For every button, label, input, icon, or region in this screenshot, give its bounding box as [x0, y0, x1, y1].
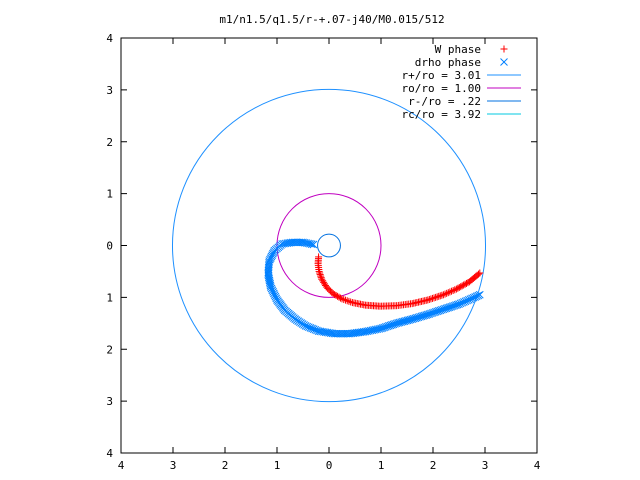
point-0-97: [449, 287, 457, 295]
x-tick-label-3: 1: [274, 459, 281, 472]
point-1-185: [475, 290, 484, 299]
point-0-106: [463, 279, 471, 287]
point-1-42: [265, 275, 273, 283]
x-tick-label-4: 0: [326, 459, 333, 472]
point-0-94: [444, 289, 452, 297]
point-0-81: [424, 296, 432, 304]
legend-label-0: W phase: [435, 43, 481, 56]
point-0-116: [476, 269, 484, 277]
point-1-134: [395, 318, 404, 327]
legend-swatch-0: [500, 45, 508, 53]
point-0-89: [436, 292, 444, 300]
point-1-135: [397, 318, 406, 326]
point-0-105: [461, 280, 469, 288]
point-0-28: [337, 294, 345, 302]
point-1-45: [266, 279, 274, 288]
chart-title: m1/n1.5/q1.5/r-+.07-j40/M0.015/512: [219, 13, 444, 26]
point-0-12: [317, 274, 325, 282]
point-0-102: [457, 283, 465, 291]
y-tick-label-3: 1: [106, 188, 113, 201]
y-tick-label-1: 3: [106, 84, 113, 97]
legend-label-2: r+/ro = 3.01: [402, 69, 481, 82]
point-0-87: [433, 293, 441, 301]
x-tick-label-6: 2: [430, 459, 437, 472]
point-0-99: [452, 285, 460, 293]
point-0-26: [334, 292, 342, 300]
data-series: [264, 238, 484, 338]
legend-label-5: rc/ro = 3.92: [402, 108, 481, 121]
point-0-23: [329, 290, 337, 298]
point-0-100: [454, 284, 462, 292]
y-tick-label-6: 2: [106, 343, 113, 356]
point-1-139: [403, 316, 412, 325]
point-0-84: [428, 294, 436, 302]
circle-2: [317, 233, 341, 258]
point-0-83: [427, 295, 435, 303]
legend-swatch-1: [500, 58, 508, 66]
point-0-90: [438, 291, 446, 299]
point-0-27: [335, 293, 343, 301]
point-0-101: [455, 283, 463, 291]
y-tick-label-5: 1: [106, 291, 113, 304]
point-1-184: [474, 291, 483, 300]
legend-label-3: ro/ro = 1.00: [402, 82, 481, 95]
y-tick-label-4: 0: [106, 240, 113, 253]
point-1-44: [265, 278, 274, 286]
point-1-41: [264, 273, 273, 282]
point-0-96: [448, 287, 456, 295]
point-0-32: [343, 297, 351, 305]
point-1-132: [392, 319, 401, 328]
y-tick-label-0: 4: [106, 32, 113, 45]
point-0-31: [341, 296, 349, 304]
reference-circles: [171, 88, 487, 403]
point-1-138: [402, 316, 410, 325]
point-0-29: [338, 295, 346, 303]
series-0: [314, 253, 484, 310]
circle-0: [171, 88, 487, 403]
y-tick-label-7: 3: [106, 395, 113, 408]
point-0-85: [430, 294, 438, 302]
point-1-39: [264, 270, 273, 278]
point-0-95: [446, 288, 454, 296]
point-0-93: [443, 289, 451, 297]
point-0-86: [432, 293, 440, 301]
point-0-8: [315, 267, 323, 275]
point-1-133: [394, 319, 403, 327]
y-tick-label-8: 4: [106, 447, 113, 460]
point-0-91: [439, 291, 447, 299]
point-0-30: [340, 296, 348, 304]
x-tick-label-8: 4: [534, 459, 541, 472]
legend-label-1: drho phase: [415, 56, 481, 69]
point-0-88: [435, 292, 443, 300]
point-0-104: [460, 281, 468, 289]
x-tick-label-7: 3: [482, 459, 489, 472]
y-tick-label-2: 2: [106, 136, 113, 149]
point-1-43: [265, 276, 274, 285]
point-0-115: [475, 270, 482, 278]
point-1-136: [398, 317, 407, 326]
point-0-103: [458, 282, 466, 290]
point-0-11: [317, 272, 325, 280]
series-1: [264, 238, 484, 338]
point-1-40: [264, 271, 273, 280]
x-tick-label-5: 1: [378, 459, 385, 472]
x-tick-label-1: 3: [170, 459, 177, 472]
x-tick-label-0: 4: [118, 459, 125, 472]
point-1-140: [405, 316, 413, 324]
point-0-98: [451, 286, 459, 294]
point-0-92: [441, 290, 449, 298]
legend-label-4: r-/ro = .22: [408, 95, 481, 108]
point-0-34: [347, 298, 355, 306]
point-0-10: [316, 271, 324, 279]
x-tick-label-2: 2: [222, 459, 229, 472]
point-0-25: [332, 291, 340, 299]
point-0-24: [331, 291, 339, 299]
point-0-33: [345, 297, 353, 305]
point-0-82: [425, 295, 433, 303]
point-1-137: [400, 317, 409, 326]
point-0-9: [316, 269, 324, 277]
